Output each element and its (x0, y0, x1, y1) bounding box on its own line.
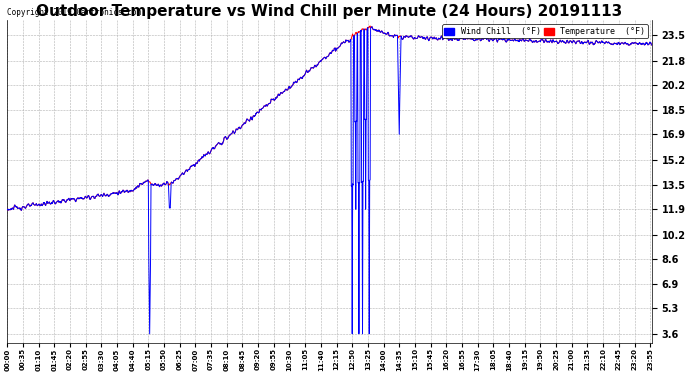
Text: Copyright 2019 Cartronics.com: Copyright 2019 Cartronics.com (7, 8, 141, 17)
Legend: Wind Chill  (°F), Temperature  (°F): Wind Chill (°F), Temperature (°F) (442, 24, 648, 39)
Title: Outdoor Temperature vs Wind Chill per Minute (24 Hours) 20191113: Outdoor Temperature vs Wind Chill per Mi… (37, 4, 622, 19)
